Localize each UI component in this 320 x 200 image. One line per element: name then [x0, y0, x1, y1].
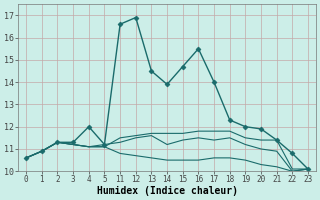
X-axis label: Humidex (Indice chaleur): Humidex (Indice chaleur) — [97, 186, 237, 196]
